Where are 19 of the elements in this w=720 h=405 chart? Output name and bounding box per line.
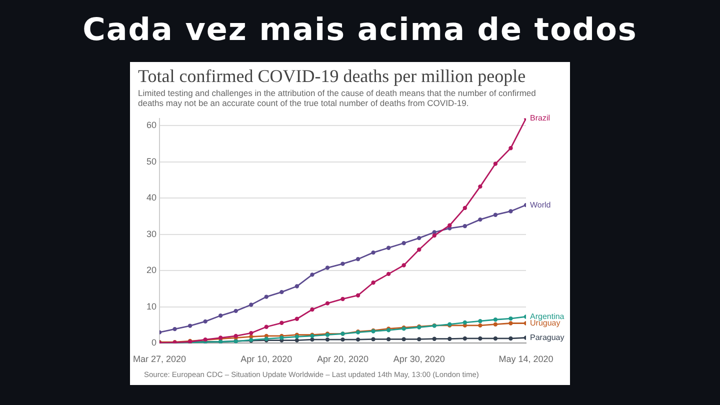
series-label: Argentina [530, 312, 565, 321]
chart-subtitle: Total confirmed COVID-19 deaths per million people [138, 66, 526, 87]
y-tick-label: 60 [146, 120, 157, 130]
y-tick-label: 30 [146, 228, 157, 239]
x-tick-label: Apr 20, 2020 [316, 354, 369, 364]
y-tick-label: 40 [146, 192, 157, 203]
x-tick-label: Apr 30, 2020 [393, 354, 445, 364]
y-tick-label: 50 [146, 156, 157, 166]
chart-title: Cada vez mais acima de todos [82, 12, 638, 48]
series-label: World [530, 200, 551, 210]
series-label: Paraguay [530, 332, 564, 342]
y-tick-label: 20 [146, 265, 157, 276]
x-tick-label: Apr 10, 2020 [240, 354, 292, 364]
y-tick-label: 0 [152, 338, 157, 348]
text: Limited testing and challenges in the attribution of the cause of death means that the number of confirmed deaths may not be an accurate count of the true total number of deaths from COVID-19. [138, 88, 537, 108]
x-tick-label: May 14, 2020 [498, 354, 554, 364]
series-label: Brazil [530, 114, 550, 123]
x-tick-label: Mar 27, 2020 [132, 354, 186, 364]
y-tick-label: 10 [146, 301, 157, 312]
